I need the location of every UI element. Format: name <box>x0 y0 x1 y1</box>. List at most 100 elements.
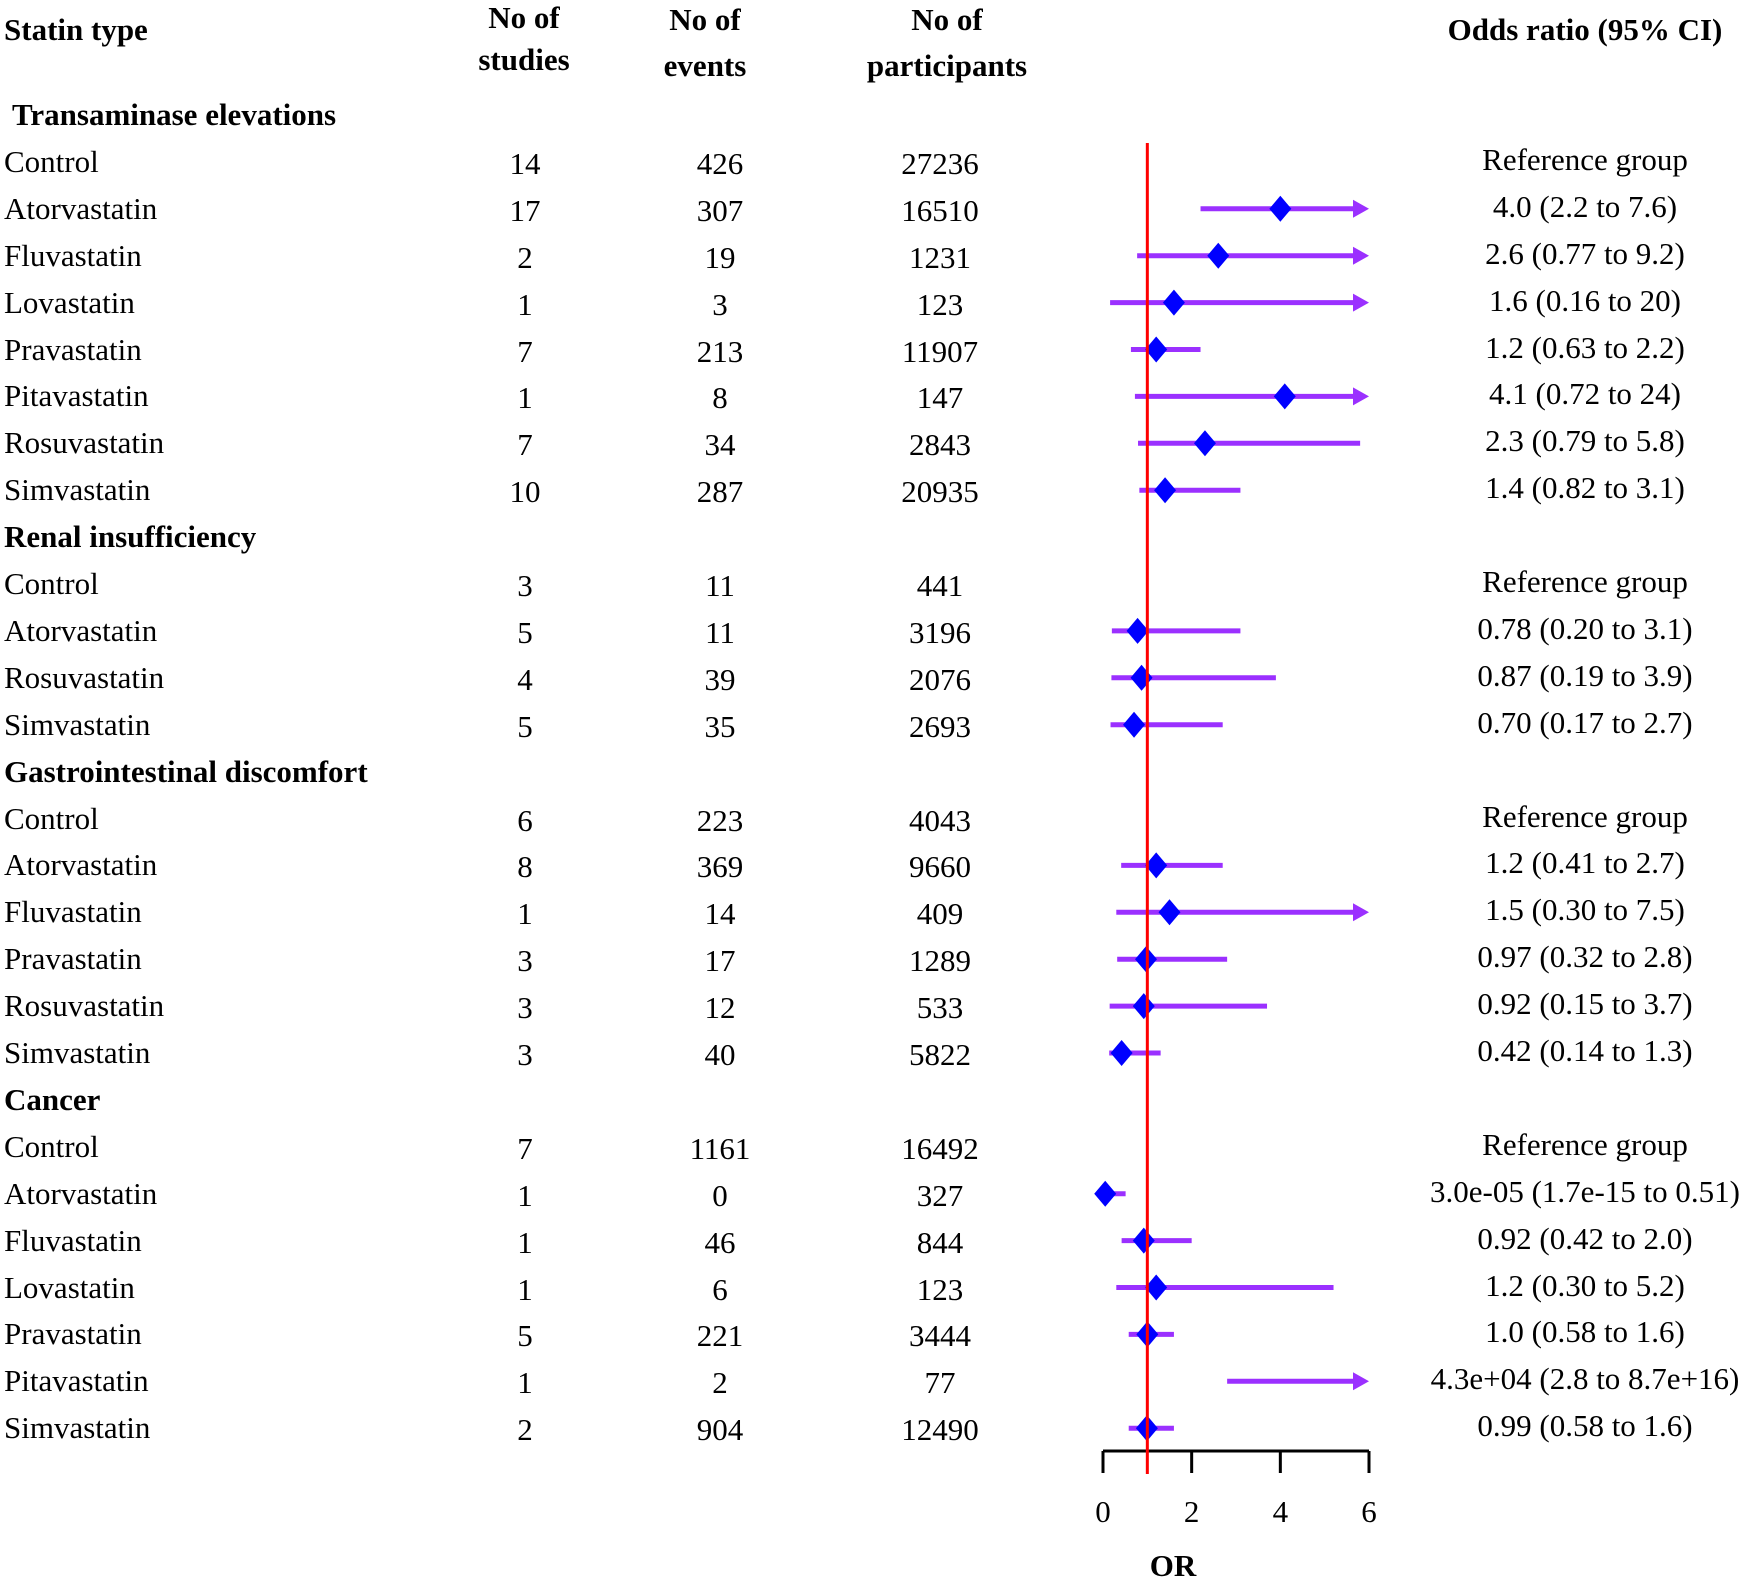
point-estimate-diamond <box>1269 195 1292 222</box>
row-statin-name: Rosuvastatin <box>4 988 165 1024</box>
section-title: Renal insufficiency <box>4 519 257 555</box>
row-participants: 123 <box>916 1271 964 1307</box>
row-studies: 5 <box>517 1318 533 1354</box>
row-or-ci: 3.0e-05 (1.7e-15 to 0.51) <box>1430 1173 1740 1209</box>
header-participants-2: participants <box>866 48 1028 83</box>
row-or-ci: Reference group <box>1482 1126 1688 1162</box>
point-estimate-diamond <box>1132 1227 1155 1254</box>
row-studies: 3 <box>517 1037 533 1072</box>
row-statin-name: Atorvastatin <box>4 612 158 648</box>
point-estimate-diamond <box>1132 993 1155 1020</box>
row-statin-name: Pitavastatin <box>4 378 149 414</box>
row-studies: 7 <box>517 333 533 369</box>
row-events: 287 <box>696 474 744 510</box>
row-or-ci: 0.92 (0.15 to 3.7) <box>1477 986 1693 1022</box>
row-participants: 844 <box>916 1224 964 1260</box>
row-statin-name: Fluvastatin <box>4 894 142 930</box>
row-participants: 147 <box>916 380 964 416</box>
row-studies: 5 <box>517 614 533 650</box>
ci-arrow <box>1353 1372 1369 1391</box>
row-participants: 2076 <box>909 661 971 697</box>
row-studies: 2 <box>517 239 533 275</box>
row-or-ci: 0.99 (0.58 to 1.6) <box>1477 1408 1693 1444</box>
row-participants: 3196 <box>909 614 971 650</box>
row-statin-name: Pravastatin <box>4 941 142 977</box>
row-statin-name: Control <box>4 1128 99 1164</box>
point-estimate-diamond <box>1145 336 1168 363</box>
row-participants: 16492 <box>901 1130 979 1166</box>
row-statin-name: Pravastatin <box>4 331 142 367</box>
row-participants: 16510 <box>901 192 979 228</box>
row-events: 35 <box>704 708 736 744</box>
row-studies: 17 <box>509 192 541 228</box>
row-or-ci: 0.97 (0.32 to 2.8) <box>1477 939 1693 975</box>
row-events: 221 <box>696 1318 744 1354</box>
row-events: 17 <box>704 943 736 979</box>
x-tick-label: 6 <box>1361 1494 1377 1529</box>
row-or-ci: 2.3 (0.79 to 5.8) <box>1485 423 1685 459</box>
row-participants: 1289 <box>909 943 971 979</box>
header-events-2: events <box>663 48 747 83</box>
row-events: 46 <box>704 1224 736 1260</box>
row-studies: 3 <box>517 990 533 1026</box>
row-or-ci: 0.42 (0.14 to 1.3) <box>1477 1033 1693 1068</box>
row-participants: 1231 <box>909 239 971 275</box>
row-studies: 1 <box>517 1177 533 1213</box>
row-participants: 3444 <box>909 1318 971 1354</box>
point-estimate-diamond <box>1126 617 1149 644</box>
row-studies: 3 <box>517 568 533 603</box>
row-studies: 7 <box>517 427 533 463</box>
row-statin-name: Atorvastatin <box>4 847 158 883</box>
header-studies-1: No of <box>488 0 560 35</box>
row-participants: 20935 <box>901 474 979 510</box>
row-studies: 1 <box>517 286 533 322</box>
row-statin-name: Fluvastatin <box>4 1222 142 1258</box>
row-studies: 1 <box>517 1365 533 1401</box>
row-or-ci: 0.87 (0.19 to 3.9) <box>1477 657 1693 693</box>
row-events: 8 <box>712 380 728 416</box>
row-studies: 4 <box>517 661 533 697</box>
x-tick-label: 2 <box>1183 1494 1200 1529</box>
row-participants: 327 <box>916 1177 964 1213</box>
row-statin-name: Fluvastatin <box>4 237 142 273</box>
point-estimate-diamond <box>1193 430 1216 457</box>
row-or-ci: Reference group <box>1482 141 1688 177</box>
point-estimate-diamond <box>1145 852 1168 879</box>
point-estimate-diamond <box>1154 477 1177 504</box>
header-studies-2: studies <box>478 42 570 77</box>
row-events: 39 <box>704 661 736 697</box>
point-estimate-diamond <box>1110 1040 1133 1066</box>
row-statin-name: Simvastatin <box>4 706 151 742</box>
point-estimate-diamond <box>1130 664 1153 691</box>
row-participants: 409 <box>916 896 964 932</box>
row-statin-name: Atorvastatin <box>4 1175 158 1211</box>
point-estimate-diamond <box>1158 899 1181 926</box>
row-statin-name: Pravastatin <box>4 1316 142 1352</box>
row-or-ci: 1.2 (0.41 to 2.7) <box>1485 845 1685 881</box>
row-or-ci: 2.6 (0.77 to 9.2) <box>1485 235 1685 271</box>
row-studies: 5 <box>517 708 533 744</box>
row-events: 3 <box>712 286 728 322</box>
header-or-ci: Odds ratio (95% CI) <box>1447 12 1723 47</box>
header-statin-type: Statin type <box>4 12 148 47</box>
row-statin-name: Lovastatin <box>4 284 135 320</box>
point-estimate-diamond <box>1145 1274 1168 1301</box>
row-statin-name: Simvastatin <box>4 1035 151 1070</box>
row-participants: 27236 <box>901 145 979 181</box>
row-participants: 11907 <box>901 333 979 369</box>
row-studies: 3 <box>517 943 533 979</box>
row-statin-name: Simvastatin <box>4 1410 151 1446</box>
section-title: Gastrointestinal discomfort <box>4 753 368 789</box>
row-studies: 14 <box>509 145 541 181</box>
row-statin-name: Control <box>4 566 99 601</box>
row-events: 307 <box>696 192 744 228</box>
row-or-ci: 0.70 (0.17 to 2.7) <box>1477 704 1693 740</box>
row-events: 904 <box>696 1412 744 1448</box>
x-tick-label: 0 <box>1095 1494 1111 1529</box>
row-events: 6 <box>712 1271 728 1307</box>
header-participants-1: No of <box>911 2 983 37</box>
row-participants: 2843 <box>909 427 971 463</box>
row-studies: 1 <box>517 1271 533 1307</box>
row-events: 213 <box>696 333 744 369</box>
